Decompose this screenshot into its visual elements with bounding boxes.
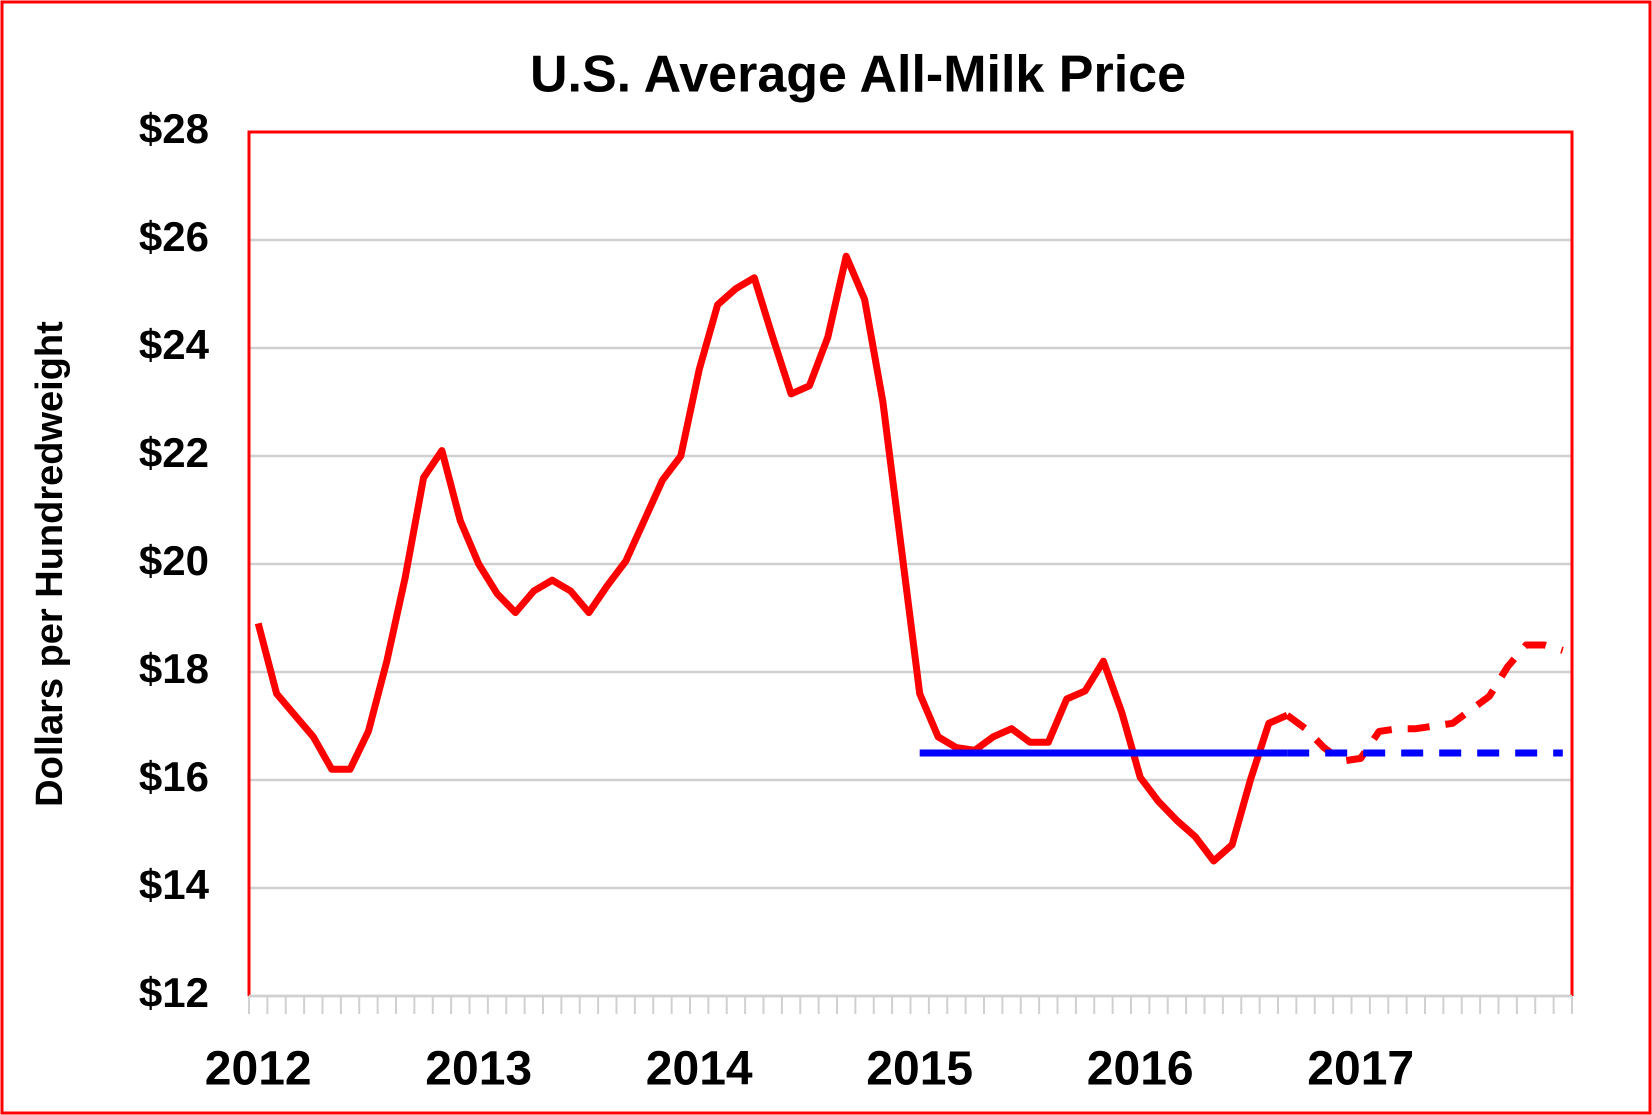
- y-tick-label: $22: [139, 429, 209, 476]
- y-tick-label: $20: [139, 537, 209, 584]
- plot-border: [247, 130, 1574, 996]
- x-tick-label: 2015: [866, 1043, 973, 1096]
- y-tick-label: $14: [139, 861, 210, 908]
- x-tick-label: 2014: [646, 1043, 753, 1096]
- y-tick-label: $18: [139, 645, 209, 692]
- y-axis-title: Dollars per Hundredweight: [29, 321, 71, 807]
- chart-title: U.S. Average All-Milk Price: [530, 46, 1186, 104]
- y-tick-label: $16: [139, 753, 209, 800]
- y-tick-label: $26: [139, 213, 209, 260]
- series-line: [254, 252, 1289, 865]
- x-tick-label: 2012: [205, 1043, 312, 1096]
- x-tick-label: 2016: [1087, 1043, 1194, 1096]
- x-tick-label: 2013: [425, 1043, 532, 1096]
- y-tick-label: $24: [139, 321, 210, 368]
- x-tick-label: 2017: [1307, 1043, 1414, 1096]
- y-tick-label: $28: [139, 105, 209, 152]
- series-line: [1285, 641, 1564, 765]
- y-tick-label: $12: [139, 969, 209, 1016]
